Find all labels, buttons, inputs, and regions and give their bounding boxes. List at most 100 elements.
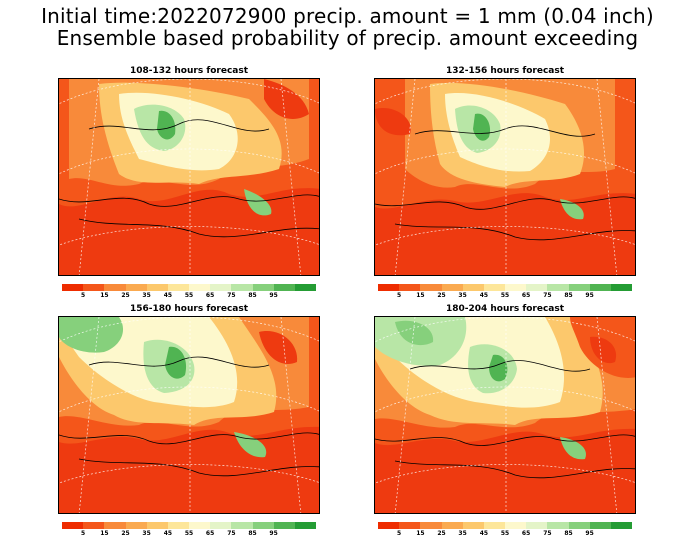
colorbar-label: 55 bbox=[184, 292, 194, 299]
colorbar-label: 55 bbox=[500, 530, 510, 537]
colorbar-2 bbox=[378, 284, 633, 291]
colorbar-label: 45 bbox=[163, 292, 173, 299]
colorbar-swatch bbox=[420, 522, 442, 529]
colorbar-swatch bbox=[441, 522, 463, 529]
colorbar-label: 55 bbox=[184, 530, 194, 537]
colorbar-label: 65 bbox=[521, 292, 531, 299]
colorbar-label: 85 bbox=[248, 292, 257, 299]
chart-title-line-2: Ensemble based probability of precip. am… bbox=[56, 26, 639, 50]
colorbar-label: 45 bbox=[479, 292, 489, 299]
colorbar-swatch bbox=[589, 284, 611, 291]
colorbar-swatch bbox=[610, 522, 633, 529]
colorbar-label: 75 bbox=[227, 530, 236, 537]
colorbar-label: 15 bbox=[100, 292, 109, 299]
colorbar-swatch bbox=[210, 284, 232, 291]
colorbar-label: 5 bbox=[396, 530, 402, 537]
colorbar-swatch bbox=[610, 284, 633, 291]
colorbar-label: 85 bbox=[564, 292, 573, 299]
colorbar-label: 85 bbox=[248, 530, 257, 537]
colorbar-swatch bbox=[589, 522, 611, 529]
colorbar-label: 95 bbox=[269, 292, 278, 299]
colorbar-label: 35 bbox=[142, 530, 151, 537]
colorbar-labels-1: 5 15 25 35 45 55 65 75 85 95 bbox=[62, 292, 316, 302]
colorbar-label: 95 bbox=[585, 530, 594, 537]
colorbar-swatch bbox=[378, 284, 400, 291]
colorbar-label: 95 bbox=[269, 530, 278, 537]
colorbar-swatch bbox=[231, 522, 253, 529]
colorbar-label: 95 bbox=[585, 292, 594, 299]
colorbar-swatch bbox=[505, 522, 527, 529]
colorbar-label: 75 bbox=[543, 292, 552, 299]
colorbar-swatch bbox=[104, 284, 126, 291]
colorbar-swatch bbox=[462, 522, 484, 529]
colorbar-1 bbox=[62, 284, 317, 291]
colorbar-swatch bbox=[146, 522, 168, 529]
colorbar-labels-4: 5 15 25 35 45 55 65 75 85 95 bbox=[378, 530, 632, 540]
colorbar-label: 25 bbox=[121, 292, 130, 299]
probability-map-4 bbox=[374, 316, 636, 514]
colorbar-swatch bbox=[483, 284, 506, 291]
colorbar-swatch bbox=[167, 522, 190, 529]
colorbar-swatch bbox=[104, 522, 126, 529]
colorbar-label: 5 bbox=[396, 292, 402, 299]
colorbar-swatch bbox=[420, 284, 442, 291]
probability-map-3 bbox=[58, 316, 320, 514]
colorbar-swatch bbox=[62, 522, 84, 529]
panel-title-1: 108-132 hours forecast bbox=[129, 66, 249, 76]
colorbar-label: 45 bbox=[479, 530, 489, 537]
colorbar-label: 45 bbox=[163, 530, 173, 537]
colorbar-label: 65 bbox=[521, 530, 531, 537]
colorbar-label: 85 bbox=[564, 530, 573, 537]
colorbar-swatch bbox=[483, 522, 506, 529]
colorbar-3 bbox=[62, 522, 317, 529]
colorbar-swatch bbox=[273, 284, 295, 291]
colorbar-swatch bbox=[273, 522, 295, 529]
colorbar-swatch bbox=[462, 284, 484, 291]
colorbar-swatch bbox=[83, 522, 105, 529]
panel-title-4: 180-204 hours forecast bbox=[445, 304, 565, 314]
colorbar-label: 25 bbox=[437, 530, 446, 537]
colorbar-labels-2: 5 15 25 35 45 55 65 75 85 95 bbox=[378, 292, 632, 302]
colorbar-swatch bbox=[83, 284, 105, 291]
colorbar-swatch bbox=[399, 522, 421, 529]
colorbar-swatch bbox=[568, 522, 590, 529]
colorbar-label: 55 bbox=[500, 292, 510, 299]
colorbar-swatch bbox=[294, 522, 317, 529]
colorbar-swatch bbox=[252, 522, 274, 529]
colorbar-swatch bbox=[62, 284, 84, 291]
colorbar-label: 15 bbox=[416, 530, 425, 537]
colorbar-swatch bbox=[505, 284, 527, 291]
colorbar-swatch bbox=[399, 284, 421, 291]
colorbar-label: 75 bbox=[543, 530, 552, 537]
panel-title-3: 156-180 hours forecast bbox=[129, 304, 249, 314]
colorbar-label: 25 bbox=[437, 292, 446, 299]
colorbar-label: 35 bbox=[458, 530, 467, 537]
colorbar-swatch bbox=[189, 522, 211, 529]
colorbar-swatch bbox=[210, 522, 232, 529]
colorbar-swatch bbox=[526, 522, 548, 529]
colorbar-labels-3: 5 15 25 35 45 55 65 75 85 95 bbox=[62, 530, 316, 540]
colorbar-swatch bbox=[125, 522, 147, 529]
colorbar-label: 15 bbox=[100, 530, 109, 537]
probability-map-1 bbox=[58, 78, 320, 276]
colorbar-swatch bbox=[294, 284, 317, 291]
colorbar-swatch bbox=[125, 284, 147, 291]
colorbar-swatch bbox=[167, 284, 190, 291]
colorbar-label: 5 bbox=[80, 530, 86, 537]
colorbar-swatch bbox=[568, 284, 590, 291]
colorbar-swatch bbox=[252, 284, 274, 291]
colorbar-label: 5 bbox=[80, 292, 86, 299]
colorbar-label: 15 bbox=[416, 292, 425, 299]
colorbar-swatch bbox=[189, 284, 211, 291]
colorbar-label: 65 bbox=[205, 530, 215, 537]
probability-map-2 bbox=[374, 78, 636, 276]
chart-title-line-1: Initial time:2022072900 precip. amount =… bbox=[41, 4, 654, 28]
colorbar-swatch bbox=[231, 284, 253, 291]
colorbar-label: 35 bbox=[458, 292, 467, 299]
colorbar-swatch bbox=[378, 522, 400, 529]
colorbar-swatch bbox=[146, 284, 168, 291]
colorbar-label: 35 bbox=[142, 292, 151, 299]
colorbar-label: 75 bbox=[227, 292, 236, 299]
colorbar-label: 65 bbox=[205, 292, 215, 299]
colorbar-swatch bbox=[547, 522, 569, 529]
